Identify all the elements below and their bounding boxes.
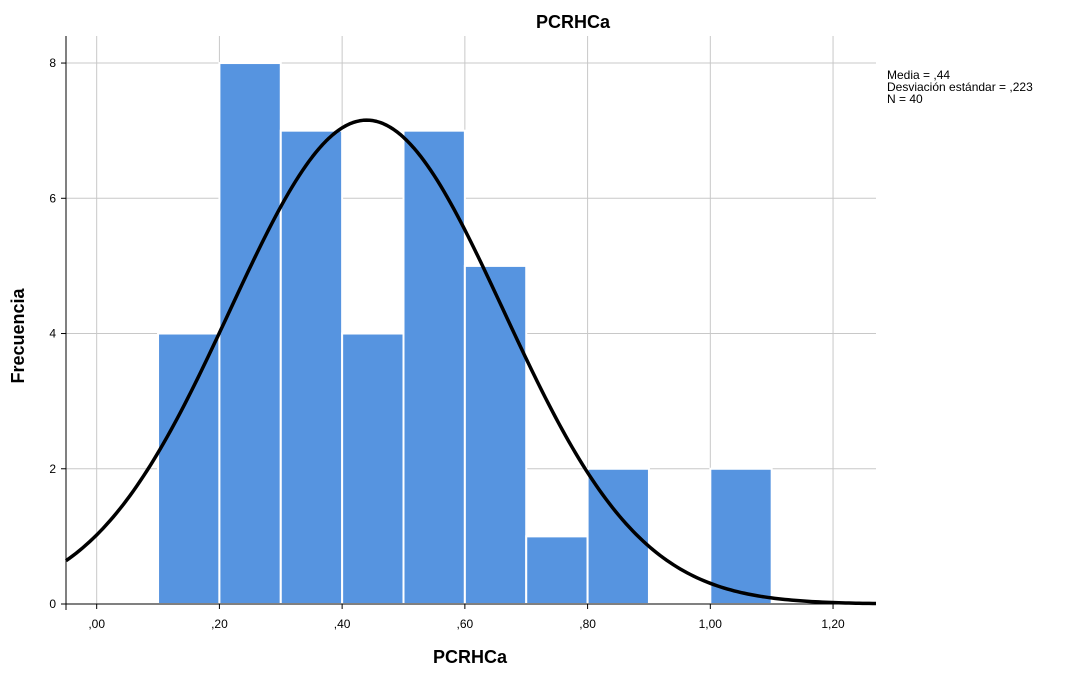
axes	[61, 36, 876, 610]
normal-curve-layer	[64, 118, 877, 606]
histogram-bar	[463, 264, 528, 605]
histogram-bar	[402, 129, 466, 606]
histogram-bar	[218, 62, 282, 606]
x-axis-label: PCRHCa	[433, 647, 508, 667]
x-tick-label: ,40	[334, 617, 351, 631]
x-tick-label: ,60	[457, 617, 474, 631]
chart-title: PCRHCa	[536, 12, 611, 32]
stat-mean: Media = ,44	[887, 68, 950, 82]
x-tick-label: ,80	[579, 617, 596, 631]
y-tick-label: 0	[49, 597, 56, 611]
histogram-bar	[525, 535, 589, 606]
histogram-bar	[157, 332, 221, 605]
normal-curve	[64, 118, 877, 606]
tick-labels: ,00 ,20 ,40 ,60 ,80 1,00 1,20 0 2 4 6 8	[49, 56, 845, 631]
y-tick-label: 6	[49, 191, 56, 205]
y-axis-label: Frecuencia	[8, 287, 28, 383]
y-tick-label: 8	[49, 56, 56, 70]
y-tick-label: 4	[49, 327, 56, 341]
histogram-bar	[279, 129, 344, 606]
x-tick-label: 1,00	[699, 617, 723, 631]
x-tick-label: 1,20	[821, 617, 845, 631]
stats-box: Media = ,44 Desviación estándar = ,223 N…	[887, 68, 1033, 106]
histogram-bar	[709, 467, 773, 605]
stat-std-dev: Desviación estándar = ,223	[887, 80, 1033, 94]
x-tick-label: ,20	[211, 617, 228, 631]
x-tick-label: ,00	[88, 617, 105, 631]
stat-n: N = 40	[887, 92, 923, 106]
y-tick-label: 2	[49, 462, 56, 476]
histogram-bar	[341, 332, 405, 605]
